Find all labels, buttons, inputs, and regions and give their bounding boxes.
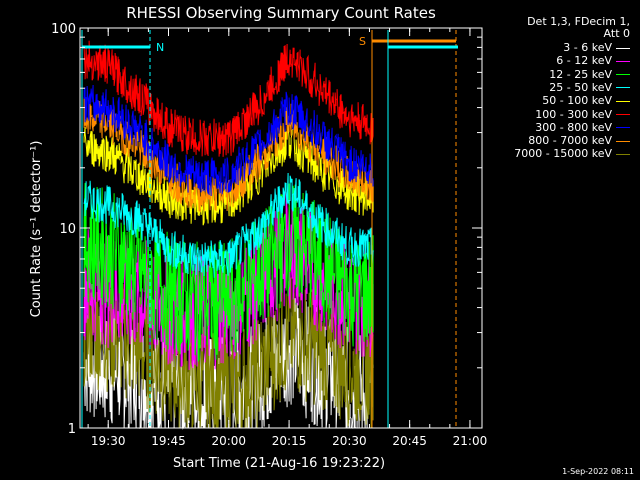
x-tick-label: 21:00 [453,434,488,448]
legend-label: 100 - 300 keV [535,107,612,121]
plot-area: N S 19:30 19:45 20:00 20:15 20:30 20:45 21:00 1 10… [51,22,487,448]
series-line [83,269,374,429]
legend-entry: 800 - 7000 keV [528,135,630,147]
night-label: N [156,41,164,54]
series-line [83,124,374,226]
x-axis-label: Start Time (21-Aug-16 19:23:22) [173,456,385,471]
legend-header-line-2: Att 0 [603,27,630,40]
legend-swatch [616,114,630,115]
legend-label: 3 - 6 keV [563,41,612,54]
series-line [83,84,374,197]
y-tick-label: 100 [51,22,76,37]
legend-entry: 300 - 800 keV [535,120,630,134]
legend-label: 800 - 7000 keV [528,134,612,148]
legend-label: 300 - 800 keV [535,120,612,134]
x-tick-label: 20:45 [392,434,427,448]
x-tick-label: 19:45 [151,434,186,448]
saa-label: S [359,35,366,48]
series-line [83,40,374,157]
series-line [83,172,374,278]
x-tick-label: 20:15 [272,434,307,448]
legend-entry: 50 - 100 keV [542,95,630,107]
legend-entry: 12 - 25 keV [549,67,630,81]
legend-label: 7000 - 15000 keV [514,147,612,161]
y-tick-label: 1 [68,422,76,437]
footer-timestamp: 1-Sep-2022 08:11 [562,467,634,476]
x-tick-label: 20:30 [332,434,367,448]
legend-swatch [616,60,630,62]
legend-label: 12 - 25 keV [549,67,612,81]
series-line [83,96,374,213]
legend-header-line-1: Det 1,3, FDecim 1, [527,15,630,28]
legend-entry: 6 - 12 keV [556,55,630,67]
legend-swatch [616,140,630,142]
legend-label: 50 - 100 keV [542,94,612,108]
chart-title: RHESSI Observing Summary Count Rates [126,4,436,22]
legend-swatch [616,74,630,76]
y-axis-label: Count Rate (s⁻¹ detector⁻¹) [29,141,44,318]
legend-label: 25 - 50 keV [549,80,612,94]
legend-label: 6 - 12 keV [556,54,612,68]
legend-swatch [616,153,630,155]
legend-swatch [616,87,630,89]
x-tick-label: 20:00 [211,434,246,448]
legend-entry: 100 - 300 keV [535,107,630,121]
y-tick-label: 10 [59,222,76,237]
legend-swatch [616,127,630,129]
legend-entry: 7000 - 15000 keV [514,148,630,160]
x-tick-label: 19:30 [91,434,126,448]
legend-entry: 3 - 6 keV [563,42,630,54]
legend-entry: 25 - 50 keV [549,80,630,94]
legend-swatch [616,47,630,49]
legend-swatch [616,100,630,102]
